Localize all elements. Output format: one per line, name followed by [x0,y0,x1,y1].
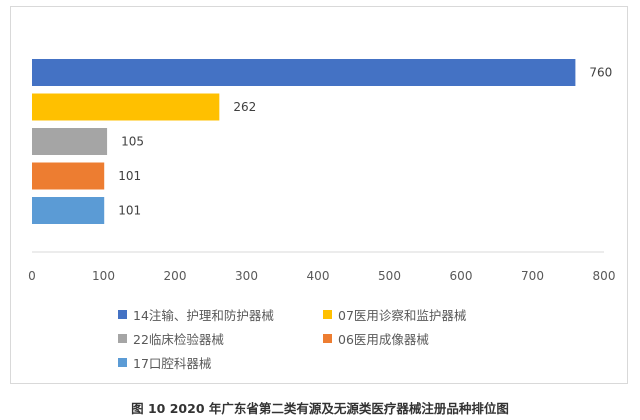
x-tick-label-6: 600 [450,269,473,283]
legend-swatch-2 [118,334,127,343]
bar-1 [32,93,220,121]
legend-label-2: 22临床检验器械 [133,332,224,347]
x-tick-label-4: 400 [307,269,330,283]
legend-label-0: 14注输、护理和防护器械 [133,308,274,323]
legend-item-4: 17口腔科器械 [118,353,211,372]
data-label-1: 262 [233,100,256,114]
x-tick-label-2: 200 [164,269,187,283]
x-tick-label-0: 0 [28,269,36,283]
bar-chart: 760 262 105 101 101 0 100 200 300 400 500 600 700 800 [28,59,616,283]
x-tick-label-5: 500 [378,269,401,283]
data-label-4: 101 [118,204,141,218]
data-label-3: 101 [118,169,141,183]
chart-frame [10,6,628,384]
bar-2 [32,128,108,155]
x-tick-label-1: 100 [92,269,115,283]
legend-item-2: 22临床检验器械 [118,329,224,348]
x-tick-label-8: 800 [593,269,616,283]
x-tick-label-3: 300 [235,269,258,283]
bar-0 [32,59,576,86]
legend-label-4: 17口腔科器械 [133,356,212,371]
legend-item-0: 14注输、护理和防护器械 [118,305,274,324]
bar-3 [32,162,105,190]
bar-4 [32,197,105,224]
legend-swatch-3 [323,334,332,343]
x-tick-label-7: 700 [521,269,544,283]
legend-item-1: 07医用诊察和监护器械 [323,305,466,324]
legend-swatch-0 [118,310,127,319]
legend-swatch-1 [323,310,332,319]
figure-caption: 图 10 2020 年广东省第二类有源及无源类医疗器械注册品种排位图 [131,401,509,416]
legend-item-3: 06医用成像器械 [323,329,429,348]
legend-label-1: 07医用诊察和监护器械 [338,308,467,323]
data-label-2: 105 [121,135,144,149]
legend-label-3: 06医用成像器械 [338,332,429,347]
legend-swatch-4 [118,358,127,367]
data-label-0: 760 [589,66,612,80]
